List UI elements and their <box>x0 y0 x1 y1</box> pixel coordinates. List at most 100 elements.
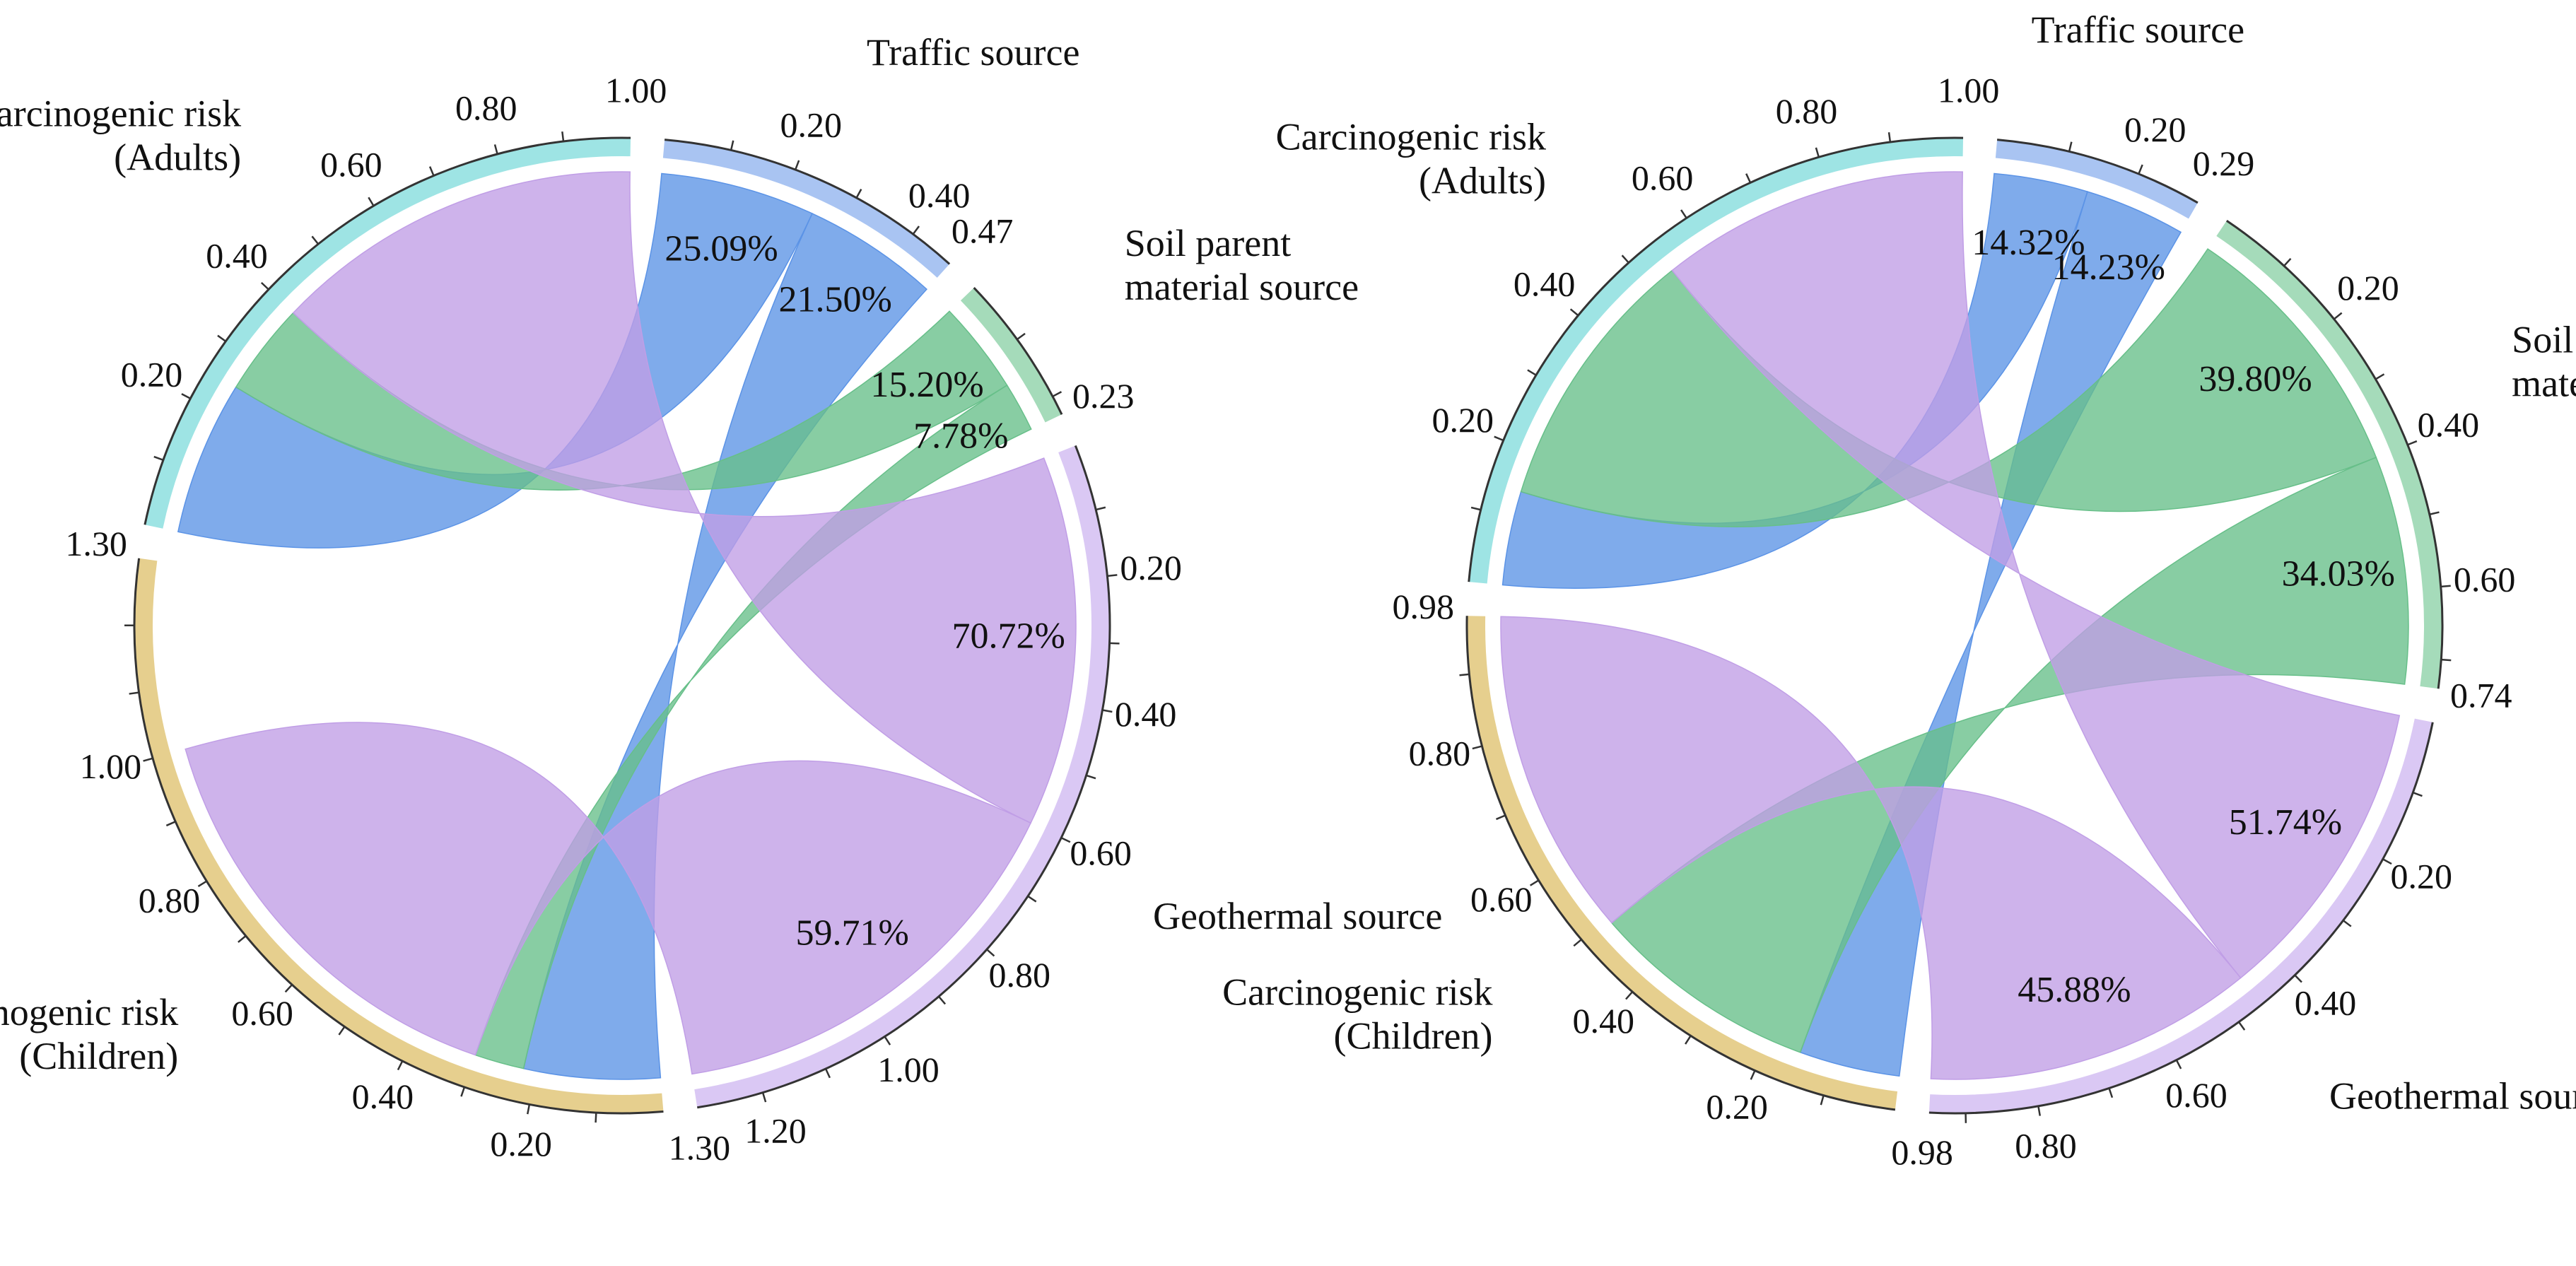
tick-mark <box>1680 209 1687 219</box>
group-label-traffic: Traffic source <box>2032 8 2244 51</box>
tick-label: 0.40 <box>908 175 971 215</box>
tick-mark <box>2238 1021 2246 1031</box>
tick-mark <box>1472 745 1482 750</box>
tick-label: 0.20 <box>1432 400 1494 440</box>
tick-mark <box>527 1104 531 1115</box>
tick-mark <box>1815 147 1820 158</box>
tick-mark <box>1086 774 1096 780</box>
percent-label-soil-to-children: 7.78% <box>913 416 1008 456</box>
axis-line-soil <box>2225 220 2444 689</box>
tick-label: 0.60 <box>2165 1075 2227 1115</box>
tick-label: 0.40 <box>1514 264 1576 303</box>
percent-label-geothermal-to-children: 59.71% <box>795 913 908 953</box>
tick-mark <box>1625 991 1634 1000</box>
tick-mark <box>795 160 800 170</box>
group-label-children: Non-Carcinogenic risk(Children) <box>0 991 178 1077</box>
tick-mark <box>368 197 375 206</box>
ribbon-geothermal-to-children[interactable] <box>1500 616 2242 1080</box>
ring-arc-traffic[interactable] <box>1995 139 2198 219</box>
axis-line-geothermal <box>697 445 1111 1109</box>
ring-arc-adults[interactable] <box>1468 138 1964 584</box>
tick-mark <box>1459 673 1470 676</box>
group-end-label: 0.98 <box>1393 587 1455 626</box>
tick-mark <box>129 691 139 695</box>
group-label-adults: Non-Carcinogenic risk(Adults) <box>0 92 241 178</box>
percent-label-traffic-to-adults: 14.32% <box>1972 223 2085 263</box>
tick-label: 1.00 <box>877 1050 939 1089</box>
tick-mark <box>1750 1069 1756 1080</box>
tick-mark <box>397 1060 404 1071</box>
tick-mark <box>2429 511 2440 515</box>
ring-arc-children[interactable] <box>1467 616 1898 1110</box>
tick-label: 0.60 <box>1070 833 1132 873</box>
tick-mark <box>938 995 947 1005</box>
tick-mark <box>2283 257 2292 266</box>
tick-mark <box>761 1092 767 1103</box>
tick-mark <box>260 281 269 291</box>
tick-mark <box>2108 1088 2114 1098</box>
tick-mark <box>1573 939 1582 947</box>
group-end-label: 1.30 <box>65 524 127 563</box>
tick-label: 0.20 <box>2337 268 2399 307</box>
tick-mark <box>1495 814 1506 821</box>
percent-label-soil-to-children: 34.03% <box>2282 554 2395 594</box>
tick-mark <box>1887 131 1892 143</box>
chord-ribbons <box>1500 171 2409 1080</box>
group-end-label: 1.30 <box>669 1127 731 1167</box>
tick-mark <box>912 225 920 235</box>
ring-arc-geothermal[interactable] <box>694 445 1111 1108</box>
ribbon-geothermal-to-adults[interactable] <box>1671 171 2401 979</box>
ring-arc-traffic[interactable] <box>662 139 950 278</box>
chord-ribbons <box>177 171 1077 1080</box>
tick-mark <box>824 1068 831 1079</box>
ring-arc-soil[interactable] <box>2216 221 2442 689</box>
tick-mark <box>238 935 247 943</box>
percent-label-geothermal-to-adults: 51.74% <box>2229 802 2342 843</box>
ring-arc-soil[interactable] <box>960 288 1062 423</box>
percent-label-traffic-to-children: 21.50% <box>778 280 891 320</box>
tick-mark <box>1016 332 1026 341</box>
tick-mark <box>986 949 995 957</box>
tick-mark <box>2294 974 2302 983</box>
tick-mark <box>561 131 565 142</box>
group-geothermal: 0.20 0.40 0.60 0.80 1.00 1.20 1.30 Geothermal s… <box>669 445 1442 1167</box>
tick-mark <box>493 144 498 155</box>
tick-label: 0.80 <box>1776 91 1838 131</box>
tick-label: 0.40 <box>2295 983 2357 1022</box>
tick-mark <box>2342 920 2352 927</box>
tick-mark <box>143 757 153 762</box>
ribbon-geothermal-to-children[interactable] <box>185 722 1032 1075</box>
tick-label: 0.20 <box>2390 857 2452 896</box>
ribbon-geothermal-to-adults[interactable] <box>292 171 1077 824</box>
tick-label: 0.40 <box>1115 694 1177 734</box>
tick-label: 0.80 <box>139 881 201 920</box>
tick-label: 0.20 <box>490 1124 552 1164</box>
group-soil: 0.23 Soil parent material source <box>960 222 1359 423</box>
tick-mark <box>165 821 176 827</box>
tick-mark <box>1820 1095 1825 1106</box>
tick-mark <box>2175 1059 2182 1069</box>
tick-label: 0.80 <box>989 955 1051 995</box>
percent-label-soil-to-adults: 39.80% <box>2199 359 2312 399</box>
group-adults: 0.20 0.40 0.60 0.80 1.00 Non-Carcinogenic ris… <box>0 71 667 529</box>
tick-mark <box>595 1112 597 1123</box>
percent-label-geothermal-to-adults: 70.72% <box>952 616 1065 657</box>
tick-mark <box>1109 642 1120 645</box>
group-end-label: 0.29 <box>2193 143 2255 183</box>
ring-arc-geothermal[interactable] <box>1928 718 2433 1113</box>
ring-arc-adults[interactable] <box>144 138 631 529</box>
group-children: 0.20 0.40 0.60 0.80 1.00 1.30 Non-Carcinogenic… <box>0 524 664 1164</box>
group-adults: 0.20 0.40 0.60 0.80 1.00 Carcinogenic risk (Ad… <box>1276 71 1999 584</box>
ring-arc-children[interactable] <box>134 558 664 1113</box>
tick-label: 0.80 <box>2015 1125 2077 1165</box>
tick-mark <box>338 1026 346 1036</box>
group-label-traffic: Traffic source <box>867 31 1079 74</box>
tick-mark <box>2333 312 2343 320</box>
tick-mark <box>1060 837 1071 843</box>
percent-label-geothermal-to-children: 45.88% <box>2018 970 2131 1010</box>
tick-mark <box>1095 506 1106 511</box>
tick-label: 0.40 <box>206 235 268 275</box>
tick-label: 0.60 <box>231 993 293 1033</box>
tick-mark <box>284 984 293 993</box>
